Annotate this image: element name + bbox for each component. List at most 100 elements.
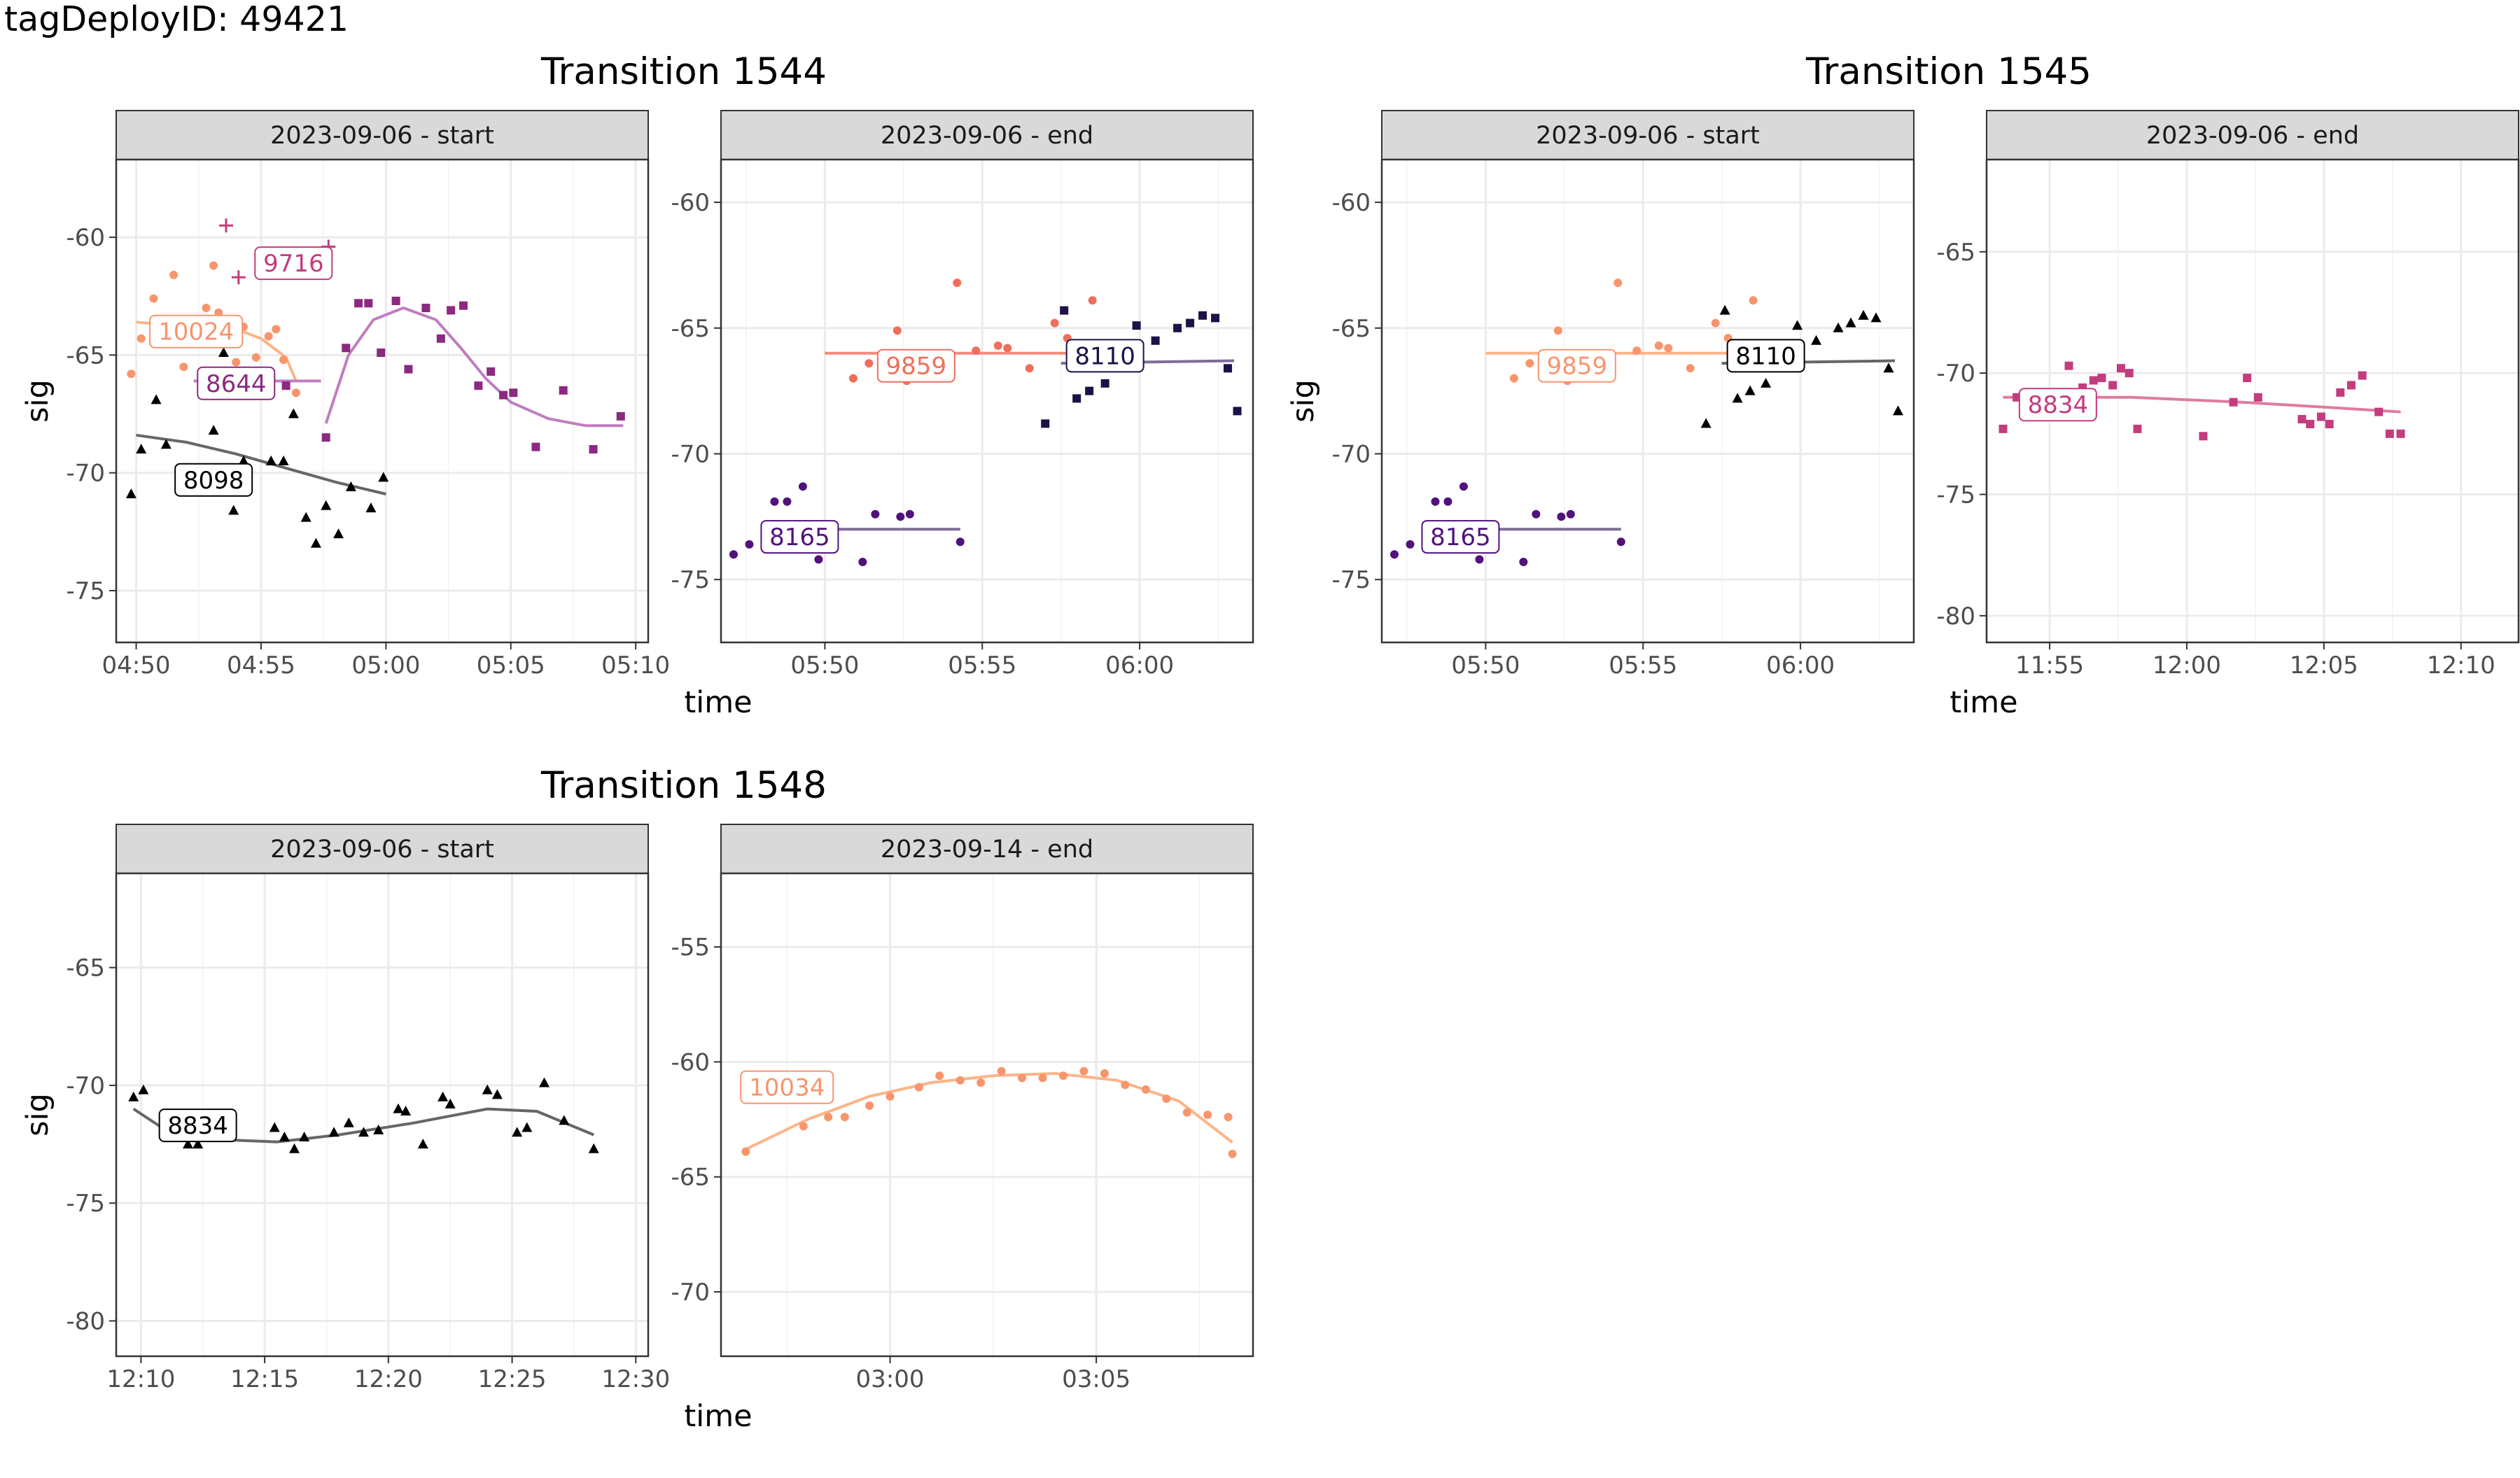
data-point (474, 381, 483, 390)
data-point (1845, 317, 1856, 328)
y-tick-label: -55 (671, 934, 710, 962)
data-point (848, 374, 858, 383)
x-tick-label: 12:10 (106, 1365, 175, 1393)
data-point (499, 390, 508, 400)
series-label: 10024 (158, 318, 234, 346)
data-point (486, 367, 496, 376)
data-point (202, 304, 211, 313)
smooth-line (136, 433, 386, 495)
y-axis-title: sig (1286, 379, 1321, 423)
panel-border (115, 872, 650, 1358)
data-point (1041, 419, 1050, 428)
y-tick-label: -60 (671, 189, 710, 217)
data-point (953, 279, 962, 288)
data-point (231, 270, 246, 285)
data-point (1858, 309, 1869, 320)
data-point (218, 347, 229, 357)
y-tick-label: -65 (66, 955, 105, 983)
data-point (1686, 364, 1695, 373)
data-point (1883, 363, 1894, 373)
data-point (865, 1101, 874, 1110)
data-point (354, 299, 363, 308)
y-tick-label: -60 (1331, 189, 1371, 217)
data-point (1509, 374, 1518, 383)
facet-panel: 2023-09-06 - start 04:50 04:55 05:00 05:05 05… (66, 110, 670, 680)
data-point (291, 388, 300, 397)
plot-data: 8165 9859 8110 (1390, 279, 1904, 566)
data-point (2116, 364, 2125, 373)
data-point (2306, 419, 2315, 428)
data-point (2064, 361, 2073, 370)
y-tick-label: -70 (671, 440, 710, 468)
data-point (512, 1127, 523, 1137)
y-tick-label: -70 (66, 1072, 105, 1100)
data-point (1893, 405, 1904, 416)
panel-border (1380, 158, 1915, 644)
data-point (1162, 1095, 1171, 1103)
data-point (814, 555, 823, 564)
y-tick-label: -75 (671, 566, 710, 594)
x-tick-label: 04:50 (102, 652, 171, 680)
data-point (149, 294, 158, 303)
data-point (279, 1131, 290, 1141)
data-point (1616, 537, 1625, 547)
data-point (2385, 429, 2394, 438)
data-point (1870, 312, 1882, 323)
series-label-box (174, 463, 253, 497)
data-point (1811, 335, 1822, 345)
chart-title: Transition 1545 (1805, 50, 2092, 93)
data-point (343, 1117, 354, 1127)
data-point (208, 425, 219, 435)
data-point (2396, 429, 2405, 438)
y-tick-label: -80 (66, 1308, 105, 1336)
y-tick-label: -60 (66, 224, 105, 252)
data-point (300, 512, 312, 522)
y-tick-label: -70 (66, 460, 105, 488)
data-point (400, 1105, 412, 1115)
data-point (2297, 415, 2306, 424)
data-point (770, 497, 779, 506)
data-point (531, 442, 540, 451)
series-label: 10034 (749, 1074, 825, 1102)
data-point (458, 301, 468, 310)
data-point (364, 299, 373, 308)
facet-strip-label: 2023-09-06 - end (2146, 122, 2359, 150)
y-tick-label: -65 (66, 342, 105, 370)
chart-group: Transition 1548 2023-09-06 - start 12:10 12… (20, 764, 1254, 1434)
series-label: 8644 (206, 370, 267, 398)
data-point (616, 411, 625, 421)
data-point (310, 537, 321, 548)
y-tick-label: -75 (66, 1190, 105, 1218)
data-point (935, 1071, 944, 1081)
data-point (1760, 377, 1772, 388)
facet-panel: 2023-09-06 - start 12:10 12:15 12:20 12:25 12… (66, 824, 670, 1393)
data-point (179, 363, 188, 372)
data-point (150, 394, 162, 404)
data-point (1038, 1074, 1047, 1083)
y-tick-label: -75 (1331, 566, 1371, 594)
x-tick-label: 04:55 (227, 652, 295, 680)
data-point (886, 1092, 895, 1101)
series-label-box (158, 1108, 237, 1143)
series-label: 8834 (167, 1112, 228, 1140)
data-point (1443, 497, 1452, 506)
facet-panel: 2023-09-06 - end 05:50 05:55 06:00 -60 -65 -70… (671, 110, 1254, 680)
facet-strip (1381, 110, 1914, 160)
data-point (2347, 381, 2356, 390)
data-point (2253, 393, 2262, 402)
data-point (2229, 397, 2238, 407)
x-tick-label: 06:00 (1766, 652, 1835, 680)
facet-strip (115, 824, 649, 874)
data-point (136, 444, 147, 453)
data-point (417, 1139, 428, 1149)
y-tick-label: -60 (671, 1048, 710, 1076)
data-point (264, 332, 273, 341)
data-point (1833, 322, 1844, 332)
data-point (1060, 306, 1069, 315)
facet-panel: 2023-09-14 - end 03:00 03:05 -55 -60 -65 -70 10… (671, 824, 1254, 1393)
facet-strip (720, 110, 1254, 160)
data-point (783, 497, 792, 506)
data-point (559, 1115, 570, 1125)
